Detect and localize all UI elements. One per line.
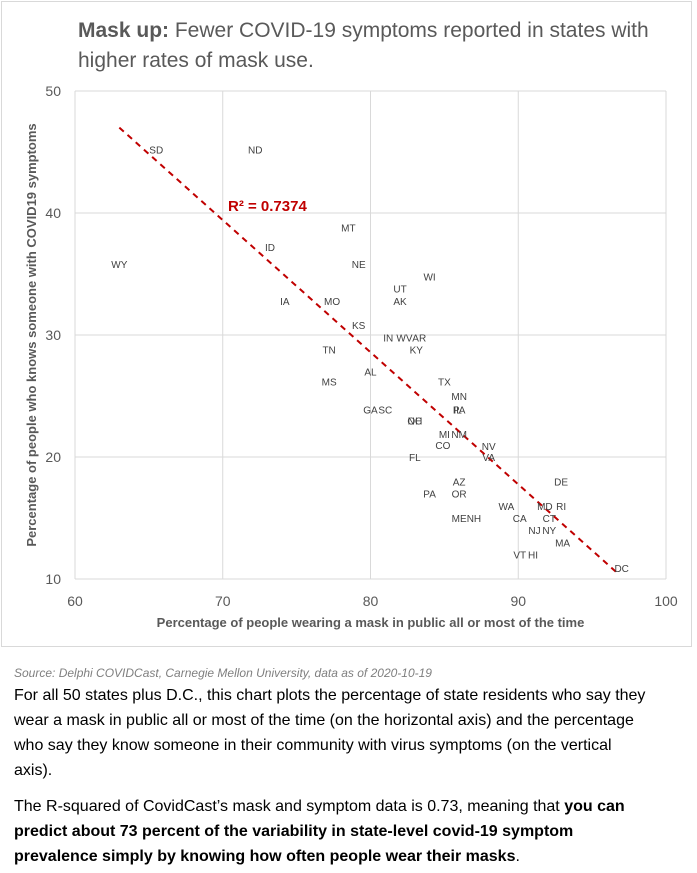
explanation-paragraph-2: The R-squared of CovidCast’s mask and sy… <box>14 794 654 869</box>
state-point-DC: DC <box>614 564 628 575</box>
state-point-FL: FL <box>409 453 421 464</box>
state-point-DE: DE <box>554 477 568 488</box>
state-point-VA: VA <box>482 453 495 464</box>
state-point-KY: KY <box>410 346 424 357</box>
state-point-WI: WI <box>423 272 435 283</box>
state-point-MO: MO <box>324 297 340 308</box>
state-point-IA: IA <box>280 297 290 308</box>
state-point-GA: GA <box>363 405 378 416</box>
state-point-KS: KS <box>352 321 366 332</box>
state-point-ND: ND <box>248 146 262 157</box>
para2-bold: you can predict about 73 percent of the … <box>14 798 625 865</box>
state-point-NH: NH <box>467 514 481 525</box>
x-tick-label: 60 <box>67 593 83 609</box>
y-tick-label: 50 <box>45 83 61 99</box>
chart-title-rest: Fewer COVID-19 symptoms reported in stat… <box>78 19 649 72</box>
state-point-NJ: NJ <box>528 526 540 537</box>
source-note: Source: Delphi COVIDCast, Carnegie Mello… <box>14 666 432 680</box>
state-point-ME: ME <box>452 514 467 525</box>
state-point-CT: CT <box>543 514 556 525</box>
x-tick-label: 70 <box>215 593 231 609</box>
state-point-UT: UT <box>393 285 406 296</box>
state-point-TN: TN <box>322 346 335 357</box>
para2-end: . <box>515 848 520 865</box>
y-tick-label: 40 <box>45 205 61 221</box>
y-tick-label: 20 <box>45 449 61 465</box>
state-point-CA: CA <box>513 514 527 525</box>
state-point-SC: SC <box>378 405 392 416</box>
y-tick-label: 30 <box>45 327 61 343</box>
grid-lines <box>74 90 667 580</box>
chart-container: Mask up: Fewer COVID-19 symptoms reporte… <box>1 1 692 647</box>
state-point-RI: RI <box>556 502 566 513</box>
state-point-WA: WA <box>499 502 515 513</box>
state-point-SD: SD <box>149 146 163 157</box>
explanation-paragraph-1: For all 50 states plus D.C., this chart … <box>14 687 646 779</box>
state-point-NE: NE <box>352 260 366 271</box>
state-point-MN: MN <box>451 392 467 403</box>
x-tick-label: 90 <box>510 593 526 609</box>
state-point-AL: AL <box>364 368 377 379</box>
x-axis-title: Percentage of people wearing a mask in p… <box>157 615 585 630</box>
state-point-WY: WY <box>111 260 127 271</box>
state-point-IL: IL <box>454 405 463 416</box>
para2-start: The R-squared of CovidCast’s mask and sy… <box>14 798 565 815</box>
state-point-IN: IN <box>383 333 393 344</box>
state-point-OR: OR <box>452 490 467 501</box>
y-axis-title: Percentage of people who knows someone w… <box>24 123 39 546</box>
x-tick-label: 80 <box>363 593 379 609</box>
state-point-NC: NC <box>408 416 422 427</box>
chart-title: Mask up: Fewer COVID-19 symptoms reporte… <box>78 16 678 76</box>
state-point-MD: MD <box>537 502 553 513</box>
state-point-OH: OH <box>407 416 422 427</box>
state-point-HI: HI <box>528 551 538 562</box>
state-point-ID: ID <box>265 243 275 254</box>
state-point-MI: MI <box>439 430 450 441</box>
trendline <box>118 126 618 574</box>
scatter-plot: 60 70 80 90 100 10 20 30 40 50 Percentage of peop… <box>24 83 678 630</box>
chart-title-bold: Mask up: <box>78 19 170 42</box>
state-point-AZ: AZ <box>453 477 466 488</box>
state-point-PA: PA <box>453 405 466 416</box>
state-point-NM: NM <box>451 430 467 441</box>
state-point-MS: MS <box>322 377 337 388</box>
state-point-AK: AK <box>393 297 407 308</box>
axis-ticks: 60 70 80 90 100 10 20 30 40 50 <box>45 83 677 609</box>
state-point-NV: NV <box>482 442 496 453</box>
state-point-MA: MA <box>555 538 570 549</box>
state-point-MT: MT <box>341 224 355 235</box>
y-tick-label: 10 <box>45 571 61 587</box>
x-tick-label: 100 <box>654 593 678 609</box>
state-point-VT: VT <box>513 551 526 562</box>
state-point-PA: PA <box>423 490 436 501</box>
r-squared-label: R² = 0.7374 <box>228 198 307 215</box>
state-point-TX: TX <box>438 377 451 388</box>
state-point-AR: AR <box>412 333 426 344</box>
state-point-CO: CO <box>435 441 450 452</box>
state-point-WV: WV <box>396 333 412 344</box>
state-point-NY: NY <box>542 526 556 537</box>
